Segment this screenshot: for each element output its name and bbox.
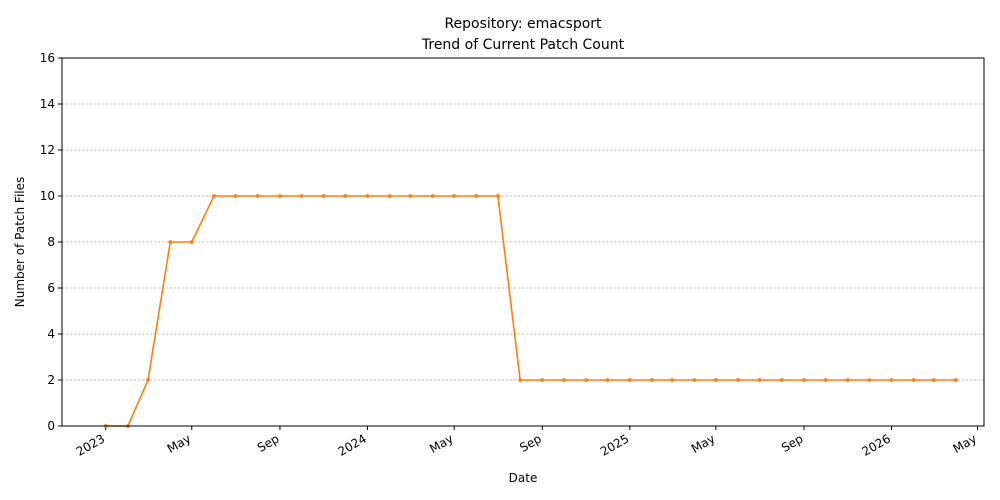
patch-count-series (103, 194, 958, 428)
y-tick-label: 2 (47, 373, 55, 387)
y-tick-label: 0 (47, 419, 55, 433)
data-point (474, 194, 479, 198)
data-point (757, 378, 762, 382)
y-tick-label: 10 (40, 189, 55, 203)
x-axis-ticks: 2023 May Sep 2024 May Sep 2025 May Sep 2026 May (74, 426, 979, 459)
data-point (233, 194, 238, 198)
data-point (605, 378, 610, 382)
y-gridlines (62, 57, 984, 381)
data-point (146, 378, 150, 382)
data-point (518, 378, 523, 382)
x-tick-label: 2023 (74, 431, 107, 458)
data-point (931, 378, 936, 382)
data-point (540, 378, 545, 382)
data-point (430, 194, 435, 198)
y-tick-label: 16 (40, 51, 55, 65)
data-point (867, 378, 872, 382)
data-point (408, 194, 413, 198)
data-point (713, 378, 718, 382)
data-point (736, 378, 740, 382)
data-point (452, 194, 457, 198)
data-point (343, 194, 348, 198)
data-point (845, 378, 850, 382)
plot-frame (61, 57, 985, 427)
y-axis-label: Number of Patch Files (13, 177, 27, 308)
y-tick-label: 14 (40, 97, 55, 111)
data-point (670, 378, 675, 382)
data-point (823, 378, 828, 382)
x-tick-label: May (427, 431, 455, 456)
data-point (168, 240, 173, 244)
y-tick-label: 8 (47, 235, 55, 249)
data-point (255, 194, 260, 198)
x-tick-label: 2024 (335, 431, 368, 458)
data-point (584, 378, 588, 382)
y-tick-label: 4 (47, 327, 55, 341)
x-tick-label: May (165, 431, 193, 456)
data-point (299, 194, 304, 198)
y-tick-label: 12 (40, 143, 55, 157)
x-tick-label: 2026 (860, 431, 893, 458)
data-point (189, 240, 194, 244)
data-point (387, 194, 392, 198)
x-tick-label: May (951, 431, 979, 456)
chart-title-line1: Repository: emacsport (444, 16, 602, 32)
data-point (802, 378, 806, 382)
data-point (911, 378, 916, 382)
data-point (692, 378, 697, 382)
x-tick-label: Sep (517, 431, 544, 454)
series-line (105, 195, 957, 427)
data-point (321, 194, 326, 198)
x-tick-label: 2025 (598, 431, 631, 458)
data-point (627, 378, 632, 382)
y-tick-label: 6 (47, 281, 55, 295)
x-axis-label: Date (509, 471, 538, 485)
data-point (496, 194, 500, 198)
data-point (889, 378, 894, 382)
y-axis-ticks: 0 2 4 6 8 10 12 14 16 (40, 51, 62, 433)
chart-title-line2: Trend of Current Patch Count (421, 37, 625, 53)
data-point (954, 378, 958, 382)
data-point (561, 378, 566, 382)
x-tick-label: Sep (779, 431, 806, 454)
data-point (779, 378, 784, 382)
x-tick-label: Sep (255, 431, 282, 454)
data-point (278, 194, 282, 198)
x-tick-label: May (689, 431, 717, 456)
data-point (650, 378, 654, 382)
data-point (365, 194, 370, 198)
data-point (212, 194, 216, 198)
